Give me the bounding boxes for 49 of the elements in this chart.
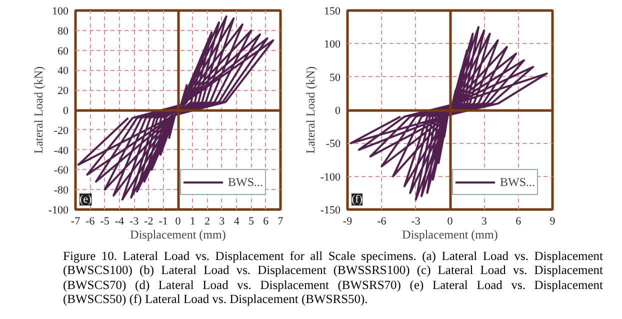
x-tick-label: 0 [447, 216, 454, 228]
y-axis-title: Lateral Load (kN) [304, 66, 318, 154]
annotation: (e) [80, 194, 92, 206]
x-tick-label: -6 [377, 216, 387, 228]
y-tick-label: 20 [58, 85, 69, 98]
x-tick-label: -5 [100, 216, 110, 228]
y-tick-label: -80 [54, 184, 69, 197]
legend-label: BWS... [228, 174, 263, 190]
y-tick-label: 100 [52, 6, 69, 18]
x-tick-label: -2 [144, 216, 154, 228]
x-tick-label: -9 [342, 216, 353, 228]
y-tick-label: -100 [48, 204, 69, 216]
y-tick-label: -60 [54, 164, 69, 177]
caption: Figure 10. Lateral Load vs. Displacement for all Scale specimens. (a) Lateral Load vs. Displacement (BWSCS100) (b) Lateral Load vs. Displacement (BWSSRS100) (c) Lateral Load vs. Displacement (BWSCS70) (d) Lateral Load vs. Displacement (BWSRS70) (e) Lateral Load vs. Displacement (BWSCS50) (f) Lateral Load vs. Displacement (BWSRS50). [63, 249, 603, 306]
y-axis-title: Lateral Load (kN) [32, 66, 46, 154]
x-axis-title: Displacement (mm) [130, 228, 226, 242]
y-tick-label: 150 [324, 6, 341, 18]
x-tick-label: -3 [129, 216, 140, 228]
y-tick-label: -50 [326, 138, 341, 150]
y-tick-label: -100 [320, 171, 341, 184]
y-tick-label: 0 [63, 105, 69, 117]
x-tick-label: -7 [70, 216, 81, 228]
x-tick-label: 5 [248, 216, 254, 228]
x-tick-label: -3 [411, 216, 421, 228]
legend-label: BWS... [500, 174, 535, 190]
x-tick-label: 3 [219, 216, 226, 228]
x-tick-label: 4 [234, 216, 240, 228]
x-tick-label: 1 [190, 216, 196, 228]
x-tick-label: 2 [204, 216, 210, 228]
y-tick-label: 50 [330, 72, 341, 84]
x-tick-label: 6 [516, 216, 522, 228]
x-tick-label: 9 [550, 216, 556, 228]
x-tick-label: 7 [278, 216, 284, 228]
x-tick-label: 6 [263, 216, 270, 228]
x-tick-label: -4 [114, 216, 125, 228]
annotation: (f) [352, 194, 363, 206]
x-axis-title: Displacement (mm) [402, 228, 498, 242]
x-tick-label: 0 [175, 216, 182, 228]
y-tick-label: -40 [54, 144, 69, 157]
y-tick-label: 0 [335, 105, 341, 117]
y-tick-label: 60 [58, 45, 69, 58]
x-tick-label: -6 [86, 216, 96, 228]
x-tick-label: 3 [481, 216, 488, 228]
y-tick-label: -20 [54, 124, 69, 137]
y-tick-label: 80 [58, 25, 69, 38]
y-tick-label: 100 [324, 38, 341, 51]
y-tick-label: -150 [320, 204, 341, 216]
x-tick-label: -1 [158, 216, 168, 228]
y-tick-label: 40 [58, 65, 69, 78]
